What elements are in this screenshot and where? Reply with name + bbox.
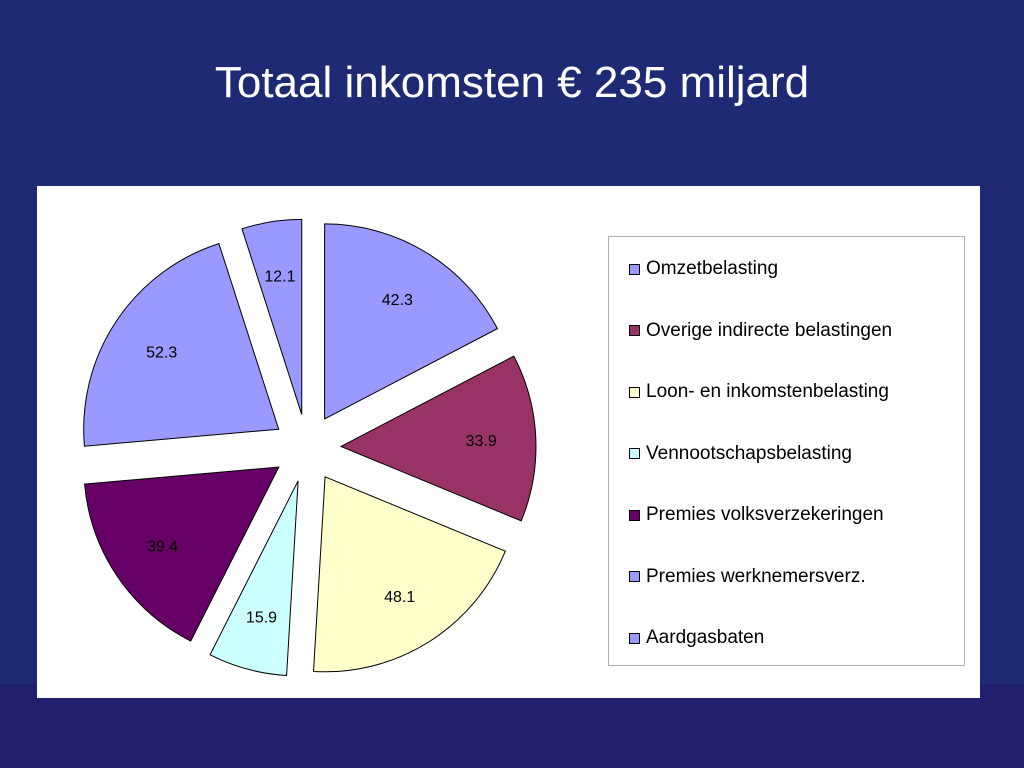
pie-slice-1	[324, 223, 499, 420]
legend-swatch	[629, 632, 640, 644]
slice-value-label: 15.9	[246, 609, 277, 626]
legend-swatch	[629, 509, 640, 521]
chart-legend: Omzetbelasting Overige indirecte belastin…	[608, 236, 965, 666]
legend-swatch	[629, 386, 640, 398]
pie-slice-5	[84, 466, 280, 642]
legend-label: Loon- en inkomstenbelasting	[646, 381, 889, 402]
legend-item: Premies volksverzekeringen	[629, 504, 884, 525]
legend-label: Premies volksverzekeringen	[646, 504, 884, 525]
pie-slice-3	[312, 476, 506, 673]
slice-value-label: 42.3	[382, 292, 413, 309]
legend-label: Aardgasbaten	[646, 627, 765, 648]
legend-swatch	[629, 263, 640, 275]
pie-slice-7	[241, 218, 303, 415]
legend-label: Premies werknemersverz.	[646, 565, 866, 587]
legend-label: Vennootschapsbelasting	[646, 442, 852, 464]
legend-item: Overige indirecte belastingen	[629, 319, 893, 341]
slice-value-label: 39.4	[147, 539, 178, 556]
legend-item: Vennootschapsbelasting	[629, 442, 852, 464]
legend-item: Loon- en inkomstenbelasting	[629, 381, 889, 402]
slice-value-label: 33.9	[466, 433, 497, 450]
slice-value-label: 48.1	[384, 589, 415, 606]
legend-swatch	[629, 325, 640, 336]
slice-value-label: 52.3	[146, 345, 177, 362]
legend-swatch	[629, 571, 640, 582]
chart-panel: 42.3 33.9 48.1 15.9 39.4 52.3 12.1 Omzetbelast…	[37, 186, 980, 698]
pie-slice-2	[339, 355, 537, 522]
legend-label: Overige indirecte belastingen	[646, 319, 893, 341]
legend-item: Omzetbelasting	[629, 258, 779, 279]
pie-chart: 42.3 33.9 48.1 15.9 39.4 52.3 12.1	[83, 218, 537, 677]
slide-title: Totaal inkomsten € 235 miljard	[214, 58, 810, 107]
pie-slice-4	[209, 480, 299, 677]
legend-item: Premies werknemersverz.	[629, 565, 866, 587]
legend-item: Aardgasbaten	[629, 627, 765, 648]
pie-slice-6	[83, 242, 280, 447]
slide-footer-band	[0, 684, 1024, 768]
legend-label: Omzetbelasting	[646, 258, 779, 279]
slice-value-label: 12.1	[264, 269, 295, 286]
legend-swatch	[629, 448, 640, 459]
